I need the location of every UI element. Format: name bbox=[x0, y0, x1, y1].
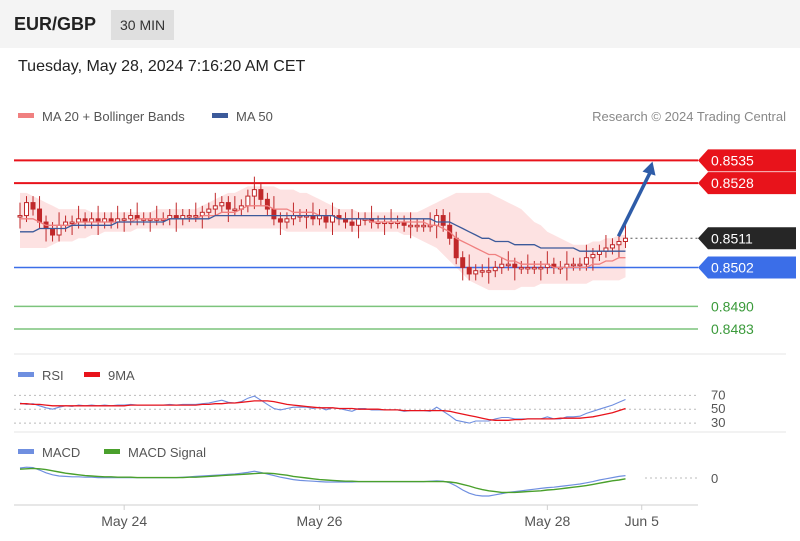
header-bar: EUR/GBP 30 MIN bbox=[0, 0, 800, 48]
candle-body bbox=[583, 257, 589, 265]
candle-body bbox=[466, 266, 472, 275]
x-tick-label: May 24 bbox=[101, 513, 147, 529]
x-tick-label: May 28 bbox=[524, 513, 570, 529]
candle-body bbox=[505, 263, 511, 267]
candle-body bbox=[512, 263, 518, 268]
timeframe-badge[interactable]: 30 MIN bbox=[111, 10, 175, 40]
macd-level-label: 0 bbox=[711, 471, 718, 486]
candle-body bbox=[460, 257, 466, 268]
candle-body bbox=[245, 195, 251, 207]
candle-body bbox=[538, 266, 544, 270]
level-label-target: 0.8490 bbox=[711, 298, 754, 314]
level-price-tag-resistance bbox=[698, 149, 796, 172]
candle-body bbox=[56, 224, 62, 236]
x-tick-label: May 26 bbox=[297, 513, 343, 529]
candle-body bbox=[186, 215, 192, 218]
candle-body bbox=[212, 205, 218, 210]
candle-body bbox=[440, 215, 446, 226]
candle-body bbox=[284, 218, 290, 223]
candle-body bbox=[206, 208, 212, 213]
ma50-line bbox=[20, 214, 626, 252]
rsi-level-label: 70 bbox=[711, 387, 725, 402]
level-price-tag-current bbox=[698, 227, 796, 250]
candle-body bbox=[492, 266, 498, 272]
x-tick-label: Jun 5 bbox=[625, 513, 659, 529]
level-label-resistance: 0.8535 bbox=[711, 152, 754, 168]
level-label-target: 0.8483 bbox=[711, 321, 754, 337]
legend-swatch-rsi-ma bbox=[84, 372, 100, 377]
bollinger-band bbox=[20, 186, 626, 291]
level-label-support: 0.8502 bbox=[711, 259, 754, 275]
credit-label: Research © 2024 Trading Central bbox=[592, 109, 786, 124]
candle-body bbox=[609, 244, 615, 249]
candle-body bbox=[50, 228, 56, 236]
datetime-label: Tuesday, May 28, 2024 7:16:20 AM CET bbox=[18, 58, 306, 75]
candle-body bbox=[408, 224, 414, 228]
candle-body bbox=[271, 208, 277, 220]
level-price-tag-resistance bbox=[698, 172, 796, 195]
candle-body bbox=[421, 224, 427, 228]
symbol-title: EUR/GBP bbox=[14, 14, 97, 34]
candle-body bbox=[30, 202, 36, 210]
candle-body bbox=[531, 266, 537, 270]
legend-label-rsi: RSI bbox=[42, 368, 64, 383]
candle-body bbox=[264, 198, 270, 210]
level-label-current: 0.8511 bbox=[711, 230, 753, 246]
candle-body bbox=[499, 263, 505, 268]
legend-label-ma20: MA 20 + Bollinger Bands bbox=[42, 109, 185, 124]
candle-body bbox=[121, 218, 127, 221]
level-price-tag-support bbox=[698, 256, 796, 279]
candle-body bbox=[258, 189, 264, 200]
candle-body bbox=[577, 263, 583, 267]
legend-label-ma50: MA 50 bbox=[236, 109, 273, 124]
rsi-level-label: 50 bbox=[711, 401, 725, 416]
forecast-arrow-shaft bbox=[616, 168, 654, 238]
rsi-level-label: 30 bbox=[711, 415, 725, 430]
legend-swatch-macd-signal bbox=[104, 449, 120, 454]
candle-body bbox=[232, 208, 238, 212]
legend-label-macd-signal: MACD Signal bbox=[128, 445, 206, 460]
candle-body bbox=[616, 241, 622, 246]
candle-body bbox=[590, 253, 596, 259]
candle-body bbox=[434, 215, 440, 226]
candle-body bbox=[323, 215, 329, 223]
candle-body bbox=[525, 266, 531, 270]
candle-body bbox=[251, 189, 257, 197]
candle-body bbox=[24, 202, 30, 217]
candle-body bbox=[193, 215, 199, 218]
forecast-arrowhead bbox=[642, 161, 656, 176]
macd-signal-line bbox=[19, 467, 626, 494]
candle-body bbox=[37, 208, 43, 223]
rsi-ma-line bbox=[20, 400, 626, 421]
candle-body bbox=[414, 224, 420, 228]
candle-body bbox=[225, 202, 231, 210]
legend-label-macd: MACD bbox=[42, 445, 80, 460]
candle-body bbox=[518, 266, 524, 270]
level-label-resistance: 0.8528 bbox=[711, 175, 754, 191]
candle-body bbox=[17, 215, 23, 218]
legend-swatch-macd bbox=[18, 449, 34, 454]
candle-body bbox=[277, 218, 283, 223]
legend-swatch-ma20 bbox=[18, 113, 34, 118]
legend-swatch-ma50 bbox=[212, 113, 228, 118]
legend-swatch-rsi bbox=[18, 372, 34, 377]
candle-body bbox=[356, 218, 362, 226]
candle-body bbox=[219, 202, 225, 207]
candle-body bbox=[486, 270, 492, 273]
candle-body bbox=[69, 221, 75, 225]
candle-body bbox=[622, 237, 628, 242]
candle-body bbox=[349, 221, 355, 226]
candle-body bbox=[128, 215, 134, 220]
candle-body bbox=[570, 263, 576, 267]
legend-label-rsi-ma: 9MA bbox=[108, 368, 135, 383]
candle-body bbox=[473, 270, 479, 275]
candle-body bbox=[453, 237, 459, 259]
candle-body bbox=[479, 270, 485, 273]
